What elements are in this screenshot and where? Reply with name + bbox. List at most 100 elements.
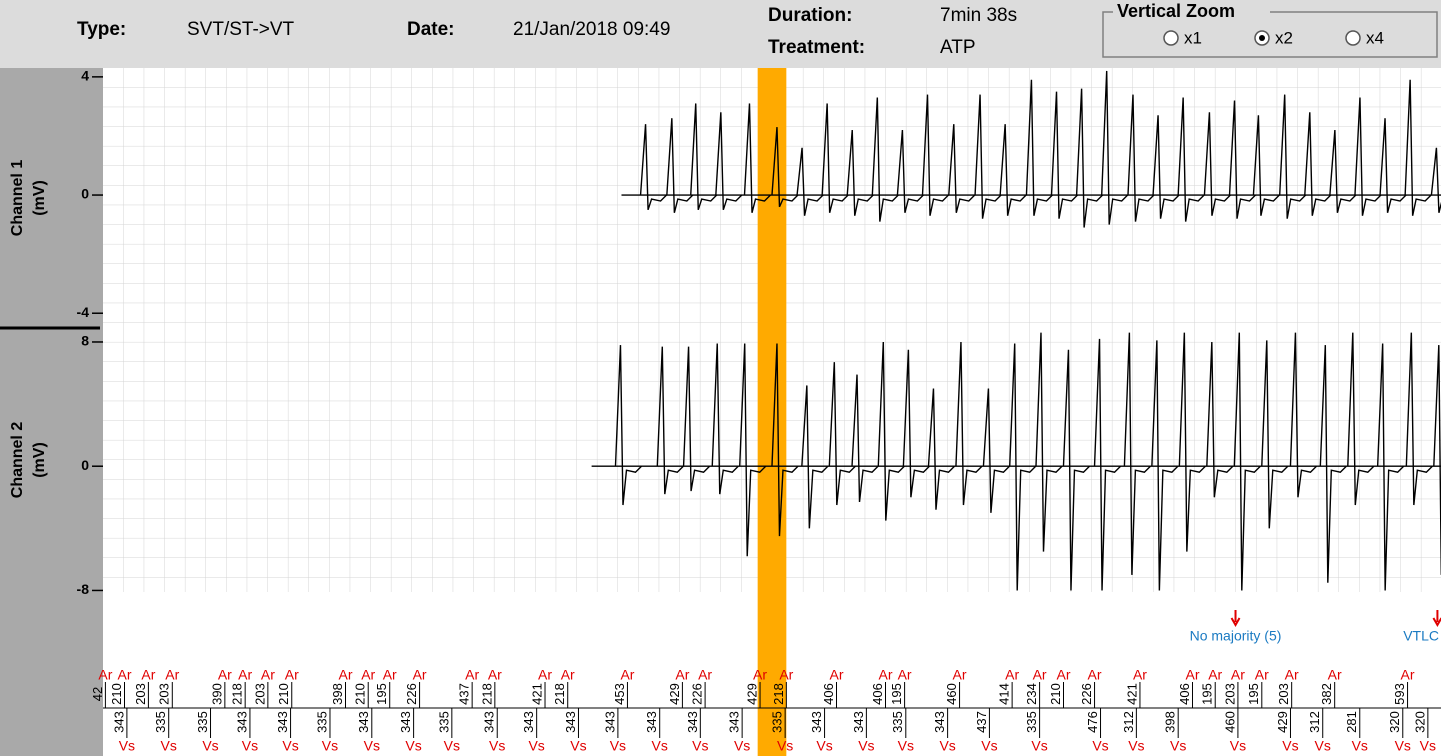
beat: [656, 346, 684, 495]
atrial-interval: 414: [997, 683, 1012, 705]
ventricular-label: Vs: [1230, 738, 1246, 754]
atrial-label: Ar: [698, 667, 712, 683]
ventricular-label: Vs: [1420, 738, 1436, 754]
beat: [846, 129, 874, 216]
ventricular-interval: 343: [644, 711, 659, 733]
radio-circle: [1163, 30, 1179, 46]
beat: [1379, 118, 1407, 213]
atrial-label: Ar: [953, 667, 967, 683]
ventricular-label: Vs: [1128, 738, 1144, 754]
beat: [614, 345, 642, 506]
atrial-label: Ar: [238, 667, 252, 683]
atrial-interval: 226: [1079, 683, 1094, 705]
atrial-label: Ar: [538, 667, 552, 683]
atrial-label: Ar: [383, 667, 397, 683]
date-value: 21/Jan/2018 09:49: [513, 19, 670, 40]
zoom-radio[interactable]: x1: [1163, 28, 1202, 47]
ventricular-label: Vs: [282, 738, 298, 754]
atrial-interval: 218: [479, 683, 494, 705]
beat: [821, 103, 849, 213]
ventricular-label: Vs: [161, 738, 177, 754]
ventricular-interval: 335: [890, 711, 905, 733]
beat: [851, 374, 879, 503]
ventricular-interval: 343: [727, 711, 742, 733]
atrial-label: Ar: [339, 667, 353, 683]
atrial-interval: 429: [667, 683, 682, 705]
ventricular-interval: 343: [809, 711, 824, 733]
atrial-interval: 460: [944, 683, 959, 705]
atrial-interval: 429: [744, 683, 759, 705]
atrial-label: Ar: [878, 667, 892, 683]
atrial-label: Ar: [1328, 667, 1342, 683]
ventricular-interval: 437: [974, 711, 989, 733]
atrial-label: Ar: [1255, 667, 1269, 683]
ventricular-interval: 343: [685, 711, 700, 733]
atrial-interval: 437: [457, 683, 472, 705]
atrial-interval: 226: [404, 683, 419, 705]
ventricular-interval: 476: [1085, 711, 1100, 733]
ventricular-interval: 312: [1121, 711, 1136, 733]
atrial-label: Ar: [779, 667, 793, 683]
ventricular-label: Vs: [1315, 738, 1331, 754]
ventricular-interval: 320: [1387, 711, 1402, 733]
radio-label: x4: [1366, 28, 1384, 47]
ventricular-interval: 335: [1024, 711, 1039, 733]
y-tick-label: 8: [81, 333, 89, 349]
ventricular-label: Vs: [981, 738, 997, 754]
atrial-interval: 218: [552, 683, 567, 705]
y-tick-label: 4: [81, 68, 89, 84]
zoom-radio[interactable]: x4: [1345, 28, 1384, 47]
type-label: Type:: [77, 19, 126, 40]
y-tick-label: -8: [77, 581, 90, 597]
annotation: No majority (5): [1190, 628, 1282, 644]
beat: [739, 343, 767, 557]
atrial-label: Ar: [1033, 667, 1047, 683]
treatment-label: Treatment:: [768, 37, 865, 58]
beat: [1009, 343, 1037, 591]
ventricular-label: Vs: [570, 738, 586, 754]
ventricular-interval: 429: [1275, 711, 1290, 733]
atrial-label: Ar: [413, 667, 427, 683]
ventricular-interval: 398: [1163, 711, 1178, 733]
ventricular-interval: 343: [563, 711, 578, 733]
beat: [1289, 332, 1317, 498]
ventricular-label: Vs: [610, 738, 626, 754]
beat: [1151, 340, 1179, 591]
atrial-label: Ar: [1133, 667, 1147, 683]
atrial-label: Ar: [285, 667, 299, 683]
beat: [771, 127, 799, 208]
atrial-interval: 210: [1048, 683, 1063, 705]
channel-label: Channel 2: [9, 422, 26, 499]
beat: [682, 346, 711, 492]
beat: [902, 349, 930, 498]
ventricular-label: Vs: [444, 738, 460, 754]
atrial-interval: 421: [1124, 683, 1139, 705]
beat: [771, 343, 799, 537]
beat: [1035, 332, 1063, 552]
atrial-label: Ar: [141, 667, 155, 683]
beat: [1075, 88, 1104, 228]
atrial-label: Ar: [675, 667, 689, 683]
atrial-interval: 382: [1319, 683, 1334, 705]
beat: [982, 388, 1010, 513]
atrial-label: Ar: [753, 667, 767, 683]
atrial-interval: 203: [1276, 683, 1291, 705]
beat: [743, 103, 771, 213]
radio-circle: [1345, 30, 1361, 46]
radio-label: x1: [1184, 28, 1202, 47]
atrial-label: Ar: [1056, 667, 1070, 683]
beat: [1127, 94, 1155, 222]
atrial-label: Ar: [1231, 667, 1245, 683]
radio-dot: [1259, 35, 1265, 41]
atrial-interval: 226: [690, 683, 705, 705]
atrial-label: Ar: [98, 667, 112, 683]
beat: [1152, 115, 1180, 219]
ventricular-interval: 335: [770, 711, 785, 733]
atrial-interval: 421: [529, 683, 544, 705]
atrial-label: Ar: [620, 667, 634, 683]
beat: [955, 341, 983, 506]
ventricular-label: Vs: [777, 738, 793, 754]
zoom-radio[interactable]: x2: [1254, 28, 1293, 47]
atrial-interval: 42: [90, 687, 105, 701]
